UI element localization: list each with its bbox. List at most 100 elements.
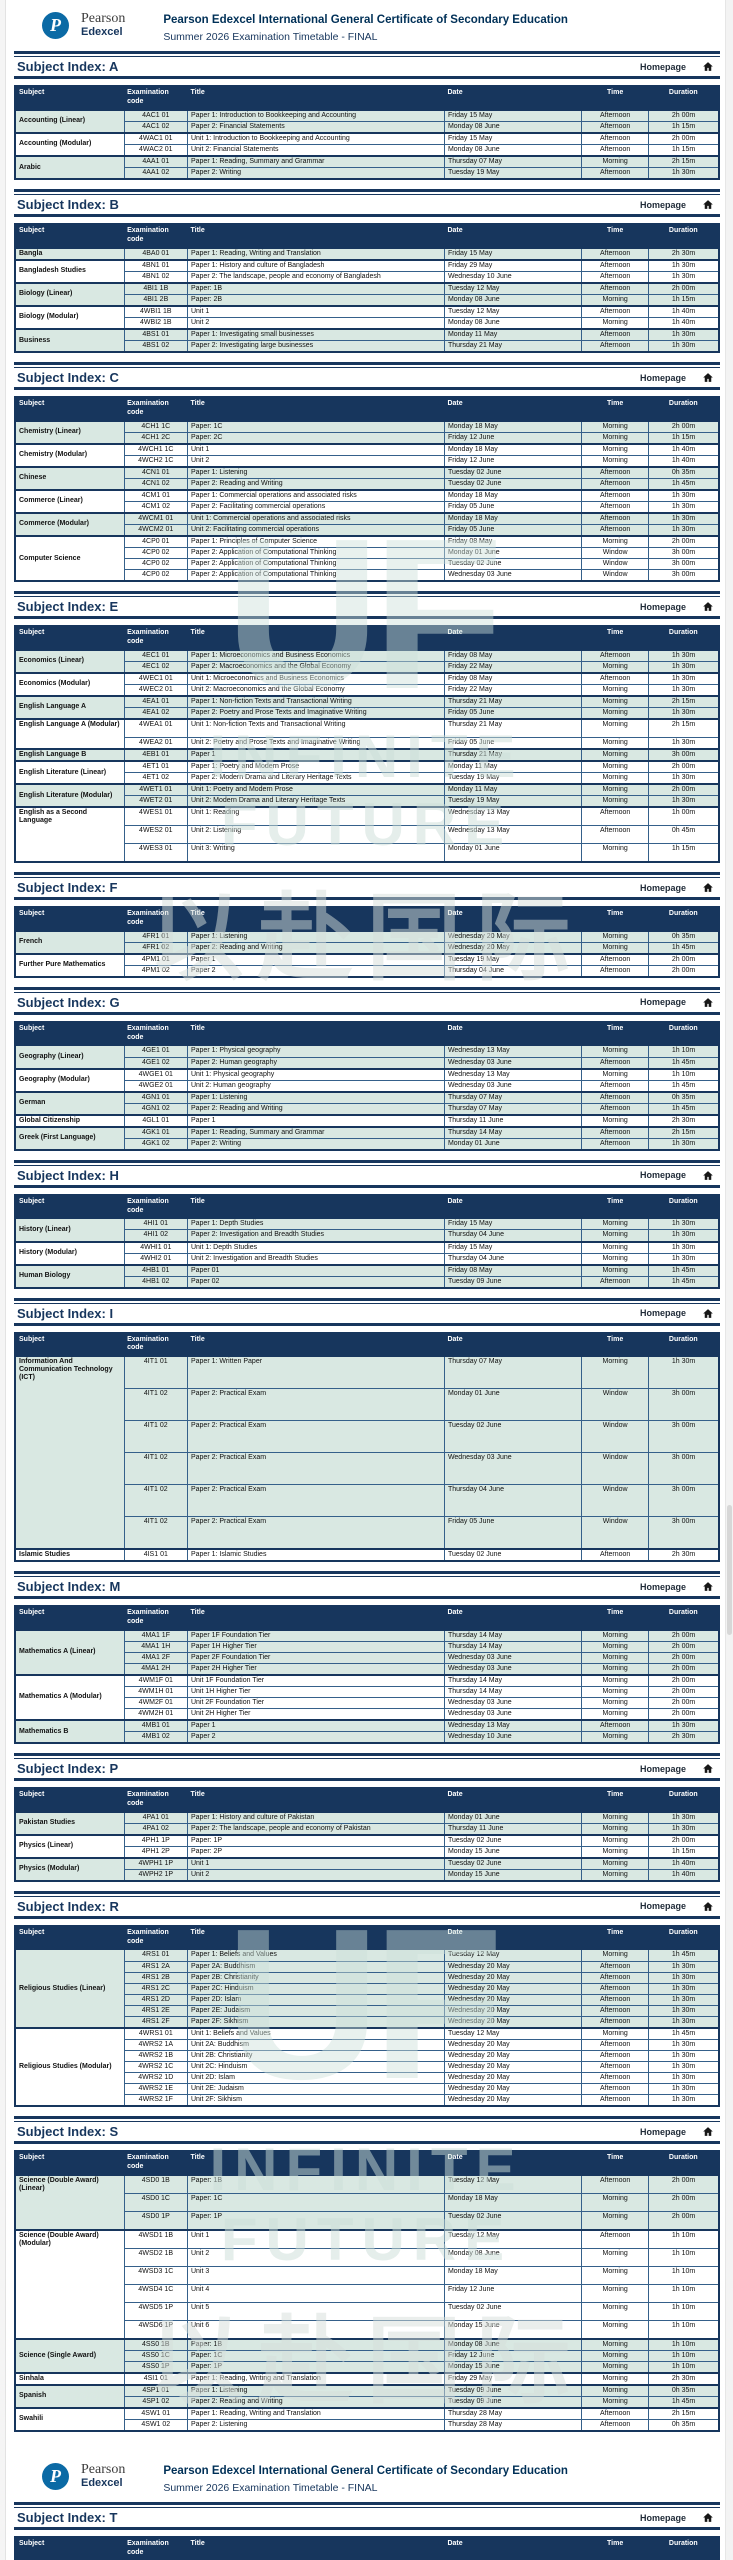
title-cell: Paper 2: Practical Exam	[186, 1516, 445, 1550]
title-cell: Unit 2: Poetry and Prose Texts and Imagi…	[186, 737, 445, 750]
homepage-link[interactable]: Homepage	[639, 997, 686, 1008]
table-row: 4WSD5 1P Unit 5 Tuesday 02 June Morning 1h 1…	[15, 2301, 720, 2321]
home-icon[interactable]	[702, 601, 714, 612]
home-icon[interactable]	[702, 199, 714, 210]
subject-cell: Physics (Modular)	[14, 1856, 125, 1882]
duration-cell: 3h 00m	[648, 558, 720, 571]
homepage-link[interactable]: Homepage	[639, 882, 686, 893]
exam-table: Subject Examination code Title Date Time Dura…	[14, 625, 720, 864]
title-cell: Unit 1	[186, 442, 445, 456]
brand-pearson: Pearson	[81, 2462, 126, 2478]
title-cell: Unit 1: Poetry and Modern Prose	[186, 783, 445, 797]
duration-cell: 1h 45m	[648, 1056, 720, 1070]
title-cell: Paper 2: Reading and Writing	[186, 941, 445, 955]
section-header: Subject Index: F Homepage	[14, 878, 720, 897]
homepage-link[interactable]: Homepage	[639, 1901, 686, 1912]
time-cell: Morning	[581, 2395, 650, 2409]
home-icon[interactable]	[702, 1308, 714, 1319]
column-header: Title	[187, 1788, 445, 1812]
homepage-link[interactable]: Homepage	[639, 1581, 686, 1592]
column-header: Subject	[15, 907, 125, 931]
time-cell: Morning	[581, 718, 650, 739]
home-icon[interactable]	[702, 1763, 714, 1774]
column-header: Examination code	[124, 907, 188, 931]
date-cell: Wednesday 03 June	[443, 569, 583, 582]
homepage-link[interactable]: Homepage	[639, 1763, 686, 1774]
time-cell: Window	[581, 1420, 650, 1454]
table-row: Pakistan Studies 4PA1 01 Paper 1: History …	[14, 1810, 720, 1836]
subject-cell: Geography (Linear)	[14, 1044, 125, 1070]
home-icon[interactable]	[702, 1581, 714, 1592]
date-cell: Tuesday 09 June	[443, 2395, 583, 2409]
home-icon[interactable]	[702, 1170, 714, 1181]
column-header: Examination code	[124, 397, 188, 421]
home-icon[interactable]	[702, 2126, 714, 2137]
title-cell: Paper 2: Practical Exam	[186, 1484, 445, 1518]
date-cell: Friday 08 May	[443, 1263, 583, 1277]
homepage-area: Homepage	[640, 199, 718, 210]
title-cell: Paper 2: Application of Computational Th…	[186, 558, 445, 571]
duration-cell: 1h 45m	[648, 941, 720, 955]
date-cell: Friday 12 June	[443, 2283, 583, 2303]
time-cell: Morning	[581, 1651, 650, 1664]
home-icon[interactable]	[702, 61, 714, 72]
homepage-link[interactable]: Homepage	[639, 2512, 686, 2523]
time-cell: Morning	[581, 1640, 650, 1653]
sections-page1: Subject Index: A Homepage Subject Examinati…	[14, 51, 720, 2433]
homepage-area: Homepage	[640, 1170, 718, 1181]
title-cell: Paper 2A: Buddhism	[186, 1960, 445, 1973]
duration-cell: 1h 30m	[648, 795, 720, 808]
section-heading: Subject Index: H	[17, 1167, 119, 1183]
duration-cell: 2h 00m	[648, 1673, 720, 1687]
title-cell: Paper 2: The landscape, people and econo…	[186, 1822, 445, 1836]
duration-cell: 1h 15m	[648, 843, 720, 863]
table-row: 4WRS2 1B Unit 2B: Christianity Wednesday 2…	[15, 2049, 720, 2062]
home-icon[interactable]	[702, 882, 714, 893]
homepage-link[interactable]: Homepage	[639, 1308, 686, 1319]
code-cell: 4WAC1 01	[123, 132, 188, 145]
column-header: Date	[444, 86, 582, 110]
time-cell: Morning	[581, 2349, 650, 2362]
homepage-link[interactable]: Homepage	[639, 2126, 686, 2137]
time-cell: Morning	[581, 843, 650, 863]
column-header: Examination code	[124, 1925, 188, 1950]
title-cell: Unit 6	[186, 2319, 445, 2340]
time-cell: Window	[581, 1516, 650, 1550]
duration-cell: 1h 30m	[648, 167, 720, 180]
time-cell: Morning	[581, 1845, 650, 1859]
duration-cell: 3h 00m	[648, 569, 720, 582]
home-icon[interactable]	[702, 1901, 714, 1912]
home-icon[interactable]	[702, 2512, 714, 2523]
column-header: Title	[187, 2151, 445, 2175]
homepage-link[interactable]: Homepage	[639, 199, 686, 210]
table-row: 4GN1 02 Paper 2: Reading and Writing Thurs…	[15, 1102, 720, 1116]
time-cell: Morning	[581, 783, 650, 797]
time-cell: Window	[581, 558, 650, 571]
table-row: Commerce (Modular) 4WCM1 01 Unit 1: Commer…	[14, 511, 720, 537]
code-cell: 4IT1 02	[123, 1420, 188, 1454]
homepage-link[interactable]: Homepage	[639, 601, 686, 612]
date-cell: Wednesday 20 May	[443, 2071, 583, 2085]
duration-cell: 1h 30m	[648, 2071, 720, 2085]
column-header: Title	[187, 1194, 445, 1219]
time-cell: Afternoon	[581, 2406, 650, 2420]
home-icon[interactable]	[702, 372, 714, 383]
duration-cell: 2h 00m	[648, 1833, 720, 1847]
scrollbar-thumb[interactable]	[727, 1505, 732, 1635]
code-cell: 4RS1 01	[123, 1948, 188, 1962]
homepage-link[interactable]: Homepage	[639, 1170, 686, 1181]
homepage-link[interactable]: Homepage	[639, 372, 686, 383]
title-cell: Paper 1: Reading, Writing and Translatio…	[186, 246, 445, 261]
home-icon[interactable]	[702, 997, 714, 1008]
date-cell: Tuesday 19 May	[443, 772, 583, 785]
code-cell: 4EC1 02	[123, 660, 188, 674]
duration-cell: 1h 30m	[648, 648, 720, 662]
duration-cell: 3h 00m	[648, 1452, 720, 1486]
date-cell: Monday 18 May	[443, 488, 583, 502]
column-header: Time	[581, 1194, 649, 1219]
title-cell: Paper 2: Listening	[186, 2418, 445, 2432]
date-cell: Tuesday 09 June	[443, 1275, 583, 1289]
duration-cell: 1h 30m	[648, 2094, 720, 2107]
scrollbar[interactable]	[725, 0, 733, 2560]
homepage-link[interactable]: Homepage	[639, 61, 686, 72]
